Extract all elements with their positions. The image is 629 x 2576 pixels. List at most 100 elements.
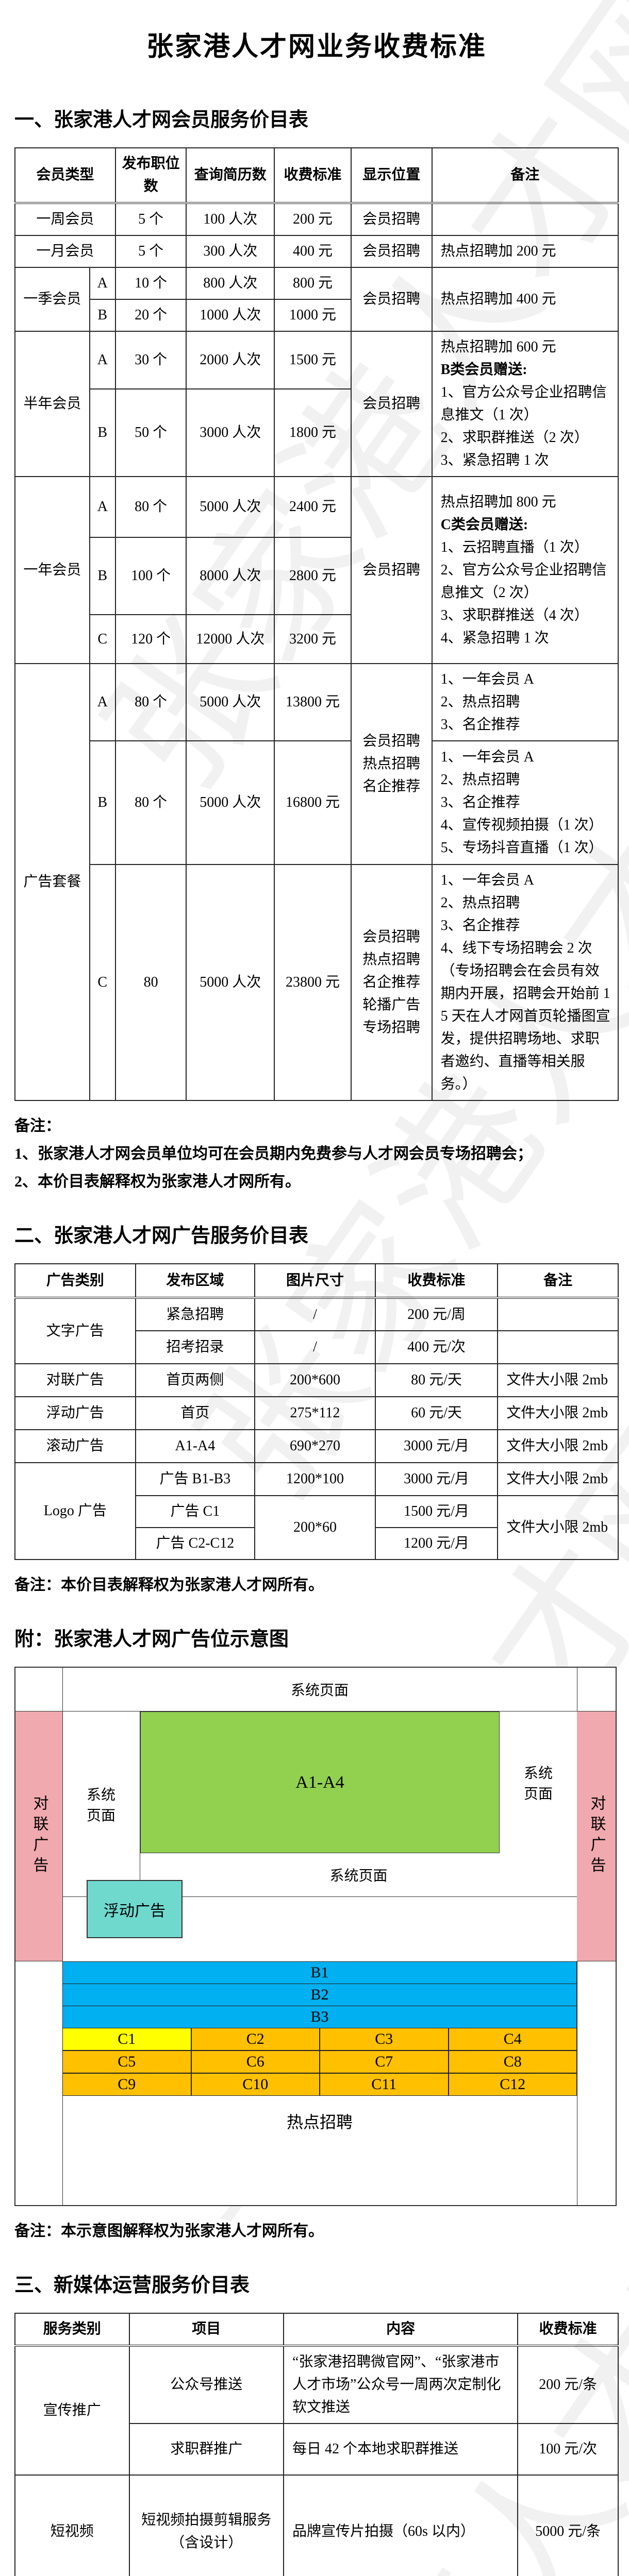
cell-line: 690*270 [289,1438,340,1454]
cell-line: 13800 元 [286,694,340,710]
cell-line: 广告类别 [46,1272,104,1289]
table-cell: 12000 人次 [186,614,275,664]
diagram-note: 备注：本示意图解释权为张家港人才网所有。 [14,2223,324,2240]
cell-line: 80 个 [135,694,168,710]
cell-line: 2、热点招聘 [440,772,520,788]
table-cell: 400 元 [274,235,352,268]
table-cell: 100 人次 [186,202,275,236]
cell-line: 16800 元 [286,794,340,810]
cell-line: 会员招聘 [362,929,421,945]
cell-line: 1000 元 [289,307,337,323]
table-cell: 5000 元/条 [517,2475,619,2576]
note-item: 2、本价目表解释权为张家港人才网所有。 [14,1173,301,1190]
table-cell: 80 个 [114,476,187,538]
cell-line: 300 人次 [203,243,258,259]
cell-line: 200*600 [289,1372,340,1388]
table-cell: 13800 元 [274,663,352,741]
cell-line: 文件大小限 2mb [506,1519,608,1535]
cell-line: 对联广告 [46,1372,104,1388]
table-cell: 1000 元 [274,299,352,332]
cell-line: C类会员赠送: [440,516,528,533]
cell-line: 短视频拍摄剪辑服务（含设计） [141,2512,272,2551]
cell-line: 3、名企推荐 [440,794,520,810]
table-cell: A [89,267,116,300]
table-cell: 热点招聘加 200 元 [431,235,619,268]
column-header: 收费标准 [517,2313,619,2347]
c-cell: C12 [448,2073,577,2096]
table-cell: 5 个 [114,202,187,236]
table-cell: 30 个 [114,331,187,389]
cell-line: 名企推荐 [362,974,421,990]
cell-line: 4、紧急招聘 1 次 [440,630,549,646]
table-cell: 80 元/天 [374,1363,499,1397]
system-page-bottom: 系统页面 [140,1853,577,1897]
table-cell: 一月会员 [14,235,116,268]
table-cell: 一季会员 [14,267,90,332]
column-header: 项目 [128,2313,285,2347]
cell-line: A [97,694,108,710]
cell-line: 1、一年会员 A [440,749,534,765]
note-item: 1、张家港人才网会员单位均可在会员期内免费参与人才网会员专场招聘会； [14,1145,533,1162]
cell-line: 浮动广告 [46,1405,104,1421]
cell-line: 文件大小限 2mb [506,1471,608,1487]
table-cell: 100 元/次 [517,2423,619,2476]
table-cell: 200 元 [274,202,352,236]
cell-line: 1200*100 [286,1471,344,1487]
ads-price-table: 广告类别 发布区域 图片尺寸 收费标准 备注 文字广告 紧急招聘 / 200 元/周 招考招录 / 4… [14,1263,619,1560]
cell-line: 1、官方公众号企业招聘信息推文（1 次） [440,384,607,423]
cell-line: 会员类型 [36,167,94,183]
cell-line: 备注 [543,1272,573,1289]
table-cell [497,1297,619,1331]
cell-line: 2000 人次 [200,352,261,368]
c-cell: C2 [191,2028,320,2050]
cell-line: 2800 元 [289,568,337,584]
cell-line: 会员招聘 [362,243,421,259]
table-cell: 会员招聘 [350,202,433,236]
cell-line: 紧急招聘 [166,1306,224,1323]
table-cell: 800 元 [274,267,352,300]
cell-line: 3200 元 [289,631,337,647]
cell-line: 收费标准 [407,1272,466,1289]
cell-line: 广告 C2-C12 [156,1535,235,1551]
cell-line: A [97,499,108,515]
hot-recruit-area: 热点招聘 [286,2113,353,2131]
system-page-right: 系统页面 [500,1711,577,1853]
table-cell: 文件大小限 2mb [497,1363,619,1397]
table-cell: B [89,299,116,332]
table-cell: 300 人次 [186,235,275,268]
table-cell: 文件大小限 2mb [497,1429,619,1463]
cell-line: 显示位置 [362,167,421,183]
column-header: 广告类别 [14,1263,136,1299]
cell-line: 半年会员 [23,396,81,412]
table-cell: 200*600 [254,1363,376,1397]
cell-line: 800 人次 [203,275,258,291]
cell-line [501,1303,615,1326]
column-header: 发布职位数 [114,147,187,204]
table-cell: 首页 [135,1396,256,1430]
cell-line: 备注 [510,167,540,183]
cell-line: 100 人次 [203,211,258,227]
c-cell: C5 [62,2050,191,2073]
cell-line: 23800 元 [286,974,340,990]
cell-line: 发布职位数 [122,156,180,194]
cell-line: 80 个 [135,794,168,810]
c-cell: C1 [62,2028,191,2050]
table-cell: B [89,537,116,615]
table-cell: 5000 人次 [186,476,275,538]
cell-line: / [313,1339,317,1355]
c-cell: C11 [320,2073,449,2096]
section-title-members: 一、张家港人才网会员服务价目表 [14,109,309,131]
system-page-label: 系统页面 [86,1787,115,1824]
cell-line: 项目 [192,2321,221,2337]
cell-line: 会员招聘 [362,211,421,227]
cell-line: A [97,275,108,291]
cell-line: 2、热点招聘 [440,694,520,710]
table-cell: 广告 B1-B3 [135,1462,256,1496]
cell-line: 100 个 [131,568,171,584]
ad-position-diagram: 系统页面 对联广告 对联广告 系统页面 A1-A4 系统页面 系统页面 浮动广告… [14,1667,617,2206]
cell-line: A1-A4 [175,1438,216,1454]
cell-line: 80 [143,974,158,990]
cell-line: 1000 人次 [200,307,261,323]
cell-line: 5000 人次 [200,974,261,990]
